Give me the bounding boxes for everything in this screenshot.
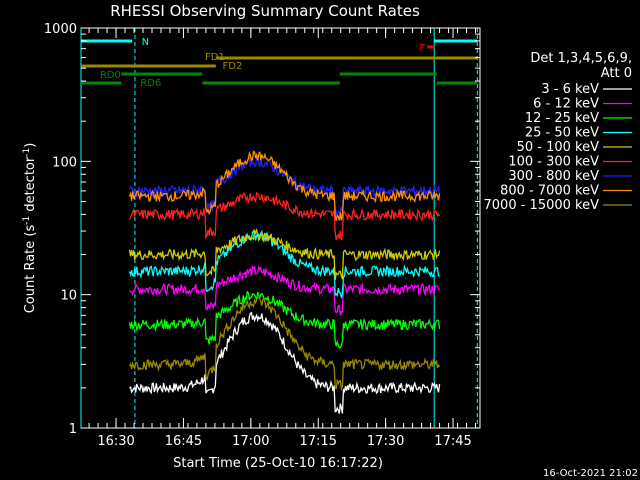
- x-tick-label: 17:15: [300, 434, 337, 449]
- legend-entry-label: 300 - 800 keV: [508, 169, 599, 184]
- legend-entry-label: 100 - 300 keV: [508, 155, 599, 170]
- y-axis-label-part3: ): [23, 143, 38, 148]
- legend-entry-label: 50 - 100 keV: [517, 140, 600, 155]
- series-line-5: [128, 191, 441, 241]
- legend-title: Det 1,3,4,5,6,9,: [530, 51, 632, 66]
- y-axis-label-part1: Count Rate (s: [23, 225, 38, 314]
- y-axis-label-part2: detector: [23, 156, 38, 216]
- chart-title: RHESSI Observing Summary Count Rates: [110, 2, 420, 20]
- series-line-8: [128, 296, 441, 392]
- y-axis-label-sup2: -1: [22, 148, 32, 157]
- fd1-label: FD1: [205, 52, 225, 63]
- legend-entry-label: 6 - 12 keV: [533, 97, 599, 112]
- series-line-7: [128, 150, 441, 222]
- rd6-label: RD6: [140, 78, 161, 89]
- y-tick-label: 1: [69, 422, 77, 437]
- rd0-label: RD0: [100, 70, 121, 81]
- x-tick-label: 17:45: [434, 434, 471, 449]
- legend-subtitle: Att 0: [601, 66, 632, 81]
- x-tick-label: 17:00: [232, 434, 269, 449]
- footer-timestamp: 16-Oct-2021 21:02: [543, 468, 638, 479]
- x-tick-label: 16:30: [97, 434, 134, 449]
- legend-entry-label: 800 - 7000 keV: [500, 184, 599, 199]
- legend-entry-label: 7000 - 15000 keV: [484, 198, 600, 213]
- y-tick-label: 100: [52, 155, 77, 170]
- y-tick-label: 10: [60, 289, 77, 304]
- axis-ticks: 1 10 100 1000 16:30 16:45 17:00 17:15 17:30 17:45: [44, 22, 480, 449]
- y-axis-label-sup1: -1: [22, 216, 32, 225]
- legend-entry-label: 12 - 25 keV: [525, 111, 599, 126]
- night-label: N: [142, 37, 149, 48]
- series-line-4: [128, 228, 441, 280]
- legend-entry-label: 3 - 6 keV: [541, 82, 599, 97]
- y-tick-label: 1000: [44, 22, 77, 37]
- y-axis-label: Count Rate (s-1 detector-1): [22, 143, 38, 314]
- series-line-1: [129, 264, 440, 316]
- flare-label: F: [419, 43, 425, 54]
- x-tick-label: 16:45: [165, 434, 202, 449]
- series-line-2: [128, 290, 441, 349]
- legend-entry-label: 25 - 50 keV: [525, 126, 599, 141]
- fd2-label: FD2: [223, 61, 243, 72]
- x-tick-label: 17:30: [367, 434, 404, 449]
- x-axis-label: Start Time (25-Oct-10 16:17:22): [173, 456, 383, 471]
- series-line-0: [129, 311, 441, 414]
